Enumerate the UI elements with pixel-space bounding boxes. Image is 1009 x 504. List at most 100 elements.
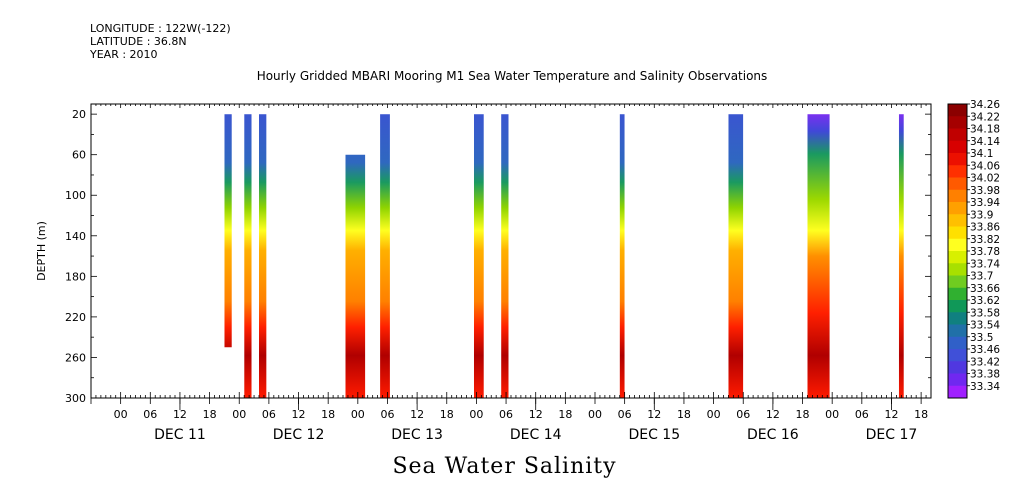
x-tick-label: 12 bbox=[766, 408, 780, 421]
colorbar-label: 33.46 bbox=[970, 344, 1000, 356]
x-tick-label: 18 bbox=[914, 408, 928, 421]
colorbar-label: 34.26 bbox=[970, 99, 1000, 111]
latitude-label: LATITUDE : 36.8N bbox=[90, 35, 187, 48]
y-tick-labels: 20 60 100 140 180 220 260 300 bbox=[65, 108, 86, 405]
x-tick-label: 00 bbox=[469, 408, 483, 421]
axis-ticks bbox=[90, 104, 932, 410]
x-tick-label: 12 bbox=[647, 408, 661, 421]
colorbar-label: 34.18 bbox=[970, 124, 1000, 136]
colorbar-swatch bbox=[948, 226, 967, 240]
colorbar-swatch bbox=[948, 349, 967, 362]
x-tick-label: 06 bbox=[618, 408, 632, 421]
x-tick-label: 06 bbox=[499, 408, 513, 421]
colorbar-swatch bbox=[948, 153, 967, 166]
x-tick-label: 12 bbox=[173, 408, 187, 421]
chart-title: Hourly Gridded MBARI Mooring M1 Sea Wate… bbox=[257, 69, 768, 83]
x-tick-label: 18 bbox=[677, 408, 691, 421]
colorbar-swatch bbox=[948, 189, 967, 203]
colorbar-label: 33.86 bbox=[970, 222, 1000, 234]
colorbar-swatch bbox=[948, 324, 967, 338]
x-tick-label: 12 bbox=[884, 408, 898, 421]
colorbar-label: 33.78 bbox=[970, 246, 1000, 258]
salinity-bar bbox=[501, 114, 509, 398]
colorbar-swatch bbox=[948, 214, 967, 227]
colorbar-swatch bbox=[948, 385, 967, 399]
x-tick-label: 00 bbox=[232, 408, 246, 421]
plot-frame bbox=[90, 103, 932, 399]
x-tick-label: 00 bbox=[707, 408, 721, 421]
y-tick-label: 60 bbox=[72, 149, 86, 162]
colorbar-swatch bbox=[948, 373, 967, 387]
x-tick-label: 12 bbox=[529, 408, 543, 421]
colorbar-swatch bbox=[948, 275, 967, 289]
data-bars bbox=[224, 114, 904, 398]
colorbar-label: 34.02 bbox=[970, 173, 1000, 185]
salinity-bar bbox=[728, 114, 744, 398]
colorbar-swatch bbox=[948, 116, 967, 129]
colorbar-swatch bbox=[948, 140, 967, 154]
x-tick-label: 06 bbox=[143, 408, 157, 421]
colorbar-label: 33.74 bbox=[970, 258, 1000, 270]
day-labels: DEC 11 DEC 12 DEC 13 DEC 14 DEC 15 DEC 16 DEC … bbox=[154, 427, 917, 443]
x-tick-label: 18 bbox=[321, 408, 335, 421]
x-tick-label: 06 bbox=[380, 408, 394, 421]
colorbar-label: 33.98 bbox=[970, 185, 1000, 197]
salinity-bar bbox=[473, 114, 484, 398]
colorbar-label: 34.1 bbox=[970, 148, 993, 160]
colorbar-swatch bbox=[948, 300, 967, 313]
x-tick-label: 00 bbox=[114, 408, 128, 421]
colorbar-swatch bbox=[948, 263, 967, 276]
colorbar-label: 33.66 bbox=[970, 283, 1000, 295]
y-axis-label: DEPTH (m) bbox=[35, 221, 48, 281]
colorbar-swatch bbox=[948, 177, 967, 191]
x-tick-label: 18 bbox=[440, 408, 454, 421]
x-tick-label: 06 bbox=[855, 408, 869, 421]
colorbar-swatch bbox=[948, 312, 967, 325]
colorbar-label: 34.06 bbox=[970, 160, 1000, 172]
colorbar-label: 33.38 bbox=[970, 369, 1000, 381]
x-tick-label: 18 bbox=[203, 408, 217, 421]
colorbar-swatch bbox=[948, 251, 967, 264]
colorbar-label: 33.82 bbox=[970, 234, 1000, 246]
x-tick-label: 00 bbox=[351, 408, 365, 421]
x-tick-label: 00 bbox=[825, 408, 839, 421]
y-tick-label: 180 bbox=[65, 270, 86, 283]
colorbar-label: 33.58 bbox=[970, 307, 1000, 319]
day-label: DEC 15 bbox=[628, 427, 680, 443]
colorbar-swatch bbox=[948, 128, 967, 142]
bottom-title: Sea Water Salinity bbox=[392, 454, 617, 479]
x-tick-label: 00 bbox=[588, 408, 602, 421]
y-tick-label: 140 bbox=[65, 230, 86, 243]
day-label: DEC 17 bbox=[866, 427, 918, 443]
y-tick-label: 20 bbox=[72, 108, 86, 121]
colorbar-swatch bbox=[948, 336, 967, 350]
y-tick-label: 260 bbox=[65, 351, 86, 364]
salinity-bar bbox=[244, 114, 252, 398]
y-tick-label: 100 bbox=[65, 189, 86, 202]
colorbar-label: 33.34 bbox=[970, 381, 1000, 393]
day-label: DEC 12 bbox=[273, 427, 325, 443]
colorbar-label: 33.54 bbox=[970, 320, 1000, 332]
colorbar-label: 33.5 bbox=[970, 332, 993, 344]
salinity-bar bbox=[259, 114, 267, 398]
colorbar-label: 33.9 bbox=[970, 209, 993, 221]
colorbar-label: 33.94 bbox=[970, 197, 1000, 209]
y-tick-label: 220 bbox=[65, 311, 86, 324]
salinity-bar bbox=[224, 114, 232, 348]
day-label: DEC 16 bbox=[747, 427, 799, 443]
colorbar: 34.2634.2234.1834.1434.134.0634.0233.983… bbox=[947, 99, 1000, 399]
colorbar-label: 33.7 bbox=[970, 271, 993, 283]
salinity-bar bbox=[807, 114, 830, 398]
x-tick-label: 18 bbox=[796, 408, 810, 421]
salinity-bar bbox=[380, 114, 390, 398]
day-label: DEC 13 bbox=[391, 427, 443, 443]
day-label: DEC 11 bbox=[154, 427, 206, 443]
colorbar-label: 33.42 bbox=[970, 356, 1000, 368]
x-tick-label: 06 bbox=[736, 408, 750, 421]
day-label: DEC 14 bbox=[510, 427, 562, 443]
salinity-bar bbox=[898, 114, 904, 398]
x-tick-label: 12 bbox=[410, 408, 424, 421]
x-tick-label: 06 bbox=[262, 408, 276, 421]
colorbar-label: 34.14 bbox=[970, 136, 1000, 148]
